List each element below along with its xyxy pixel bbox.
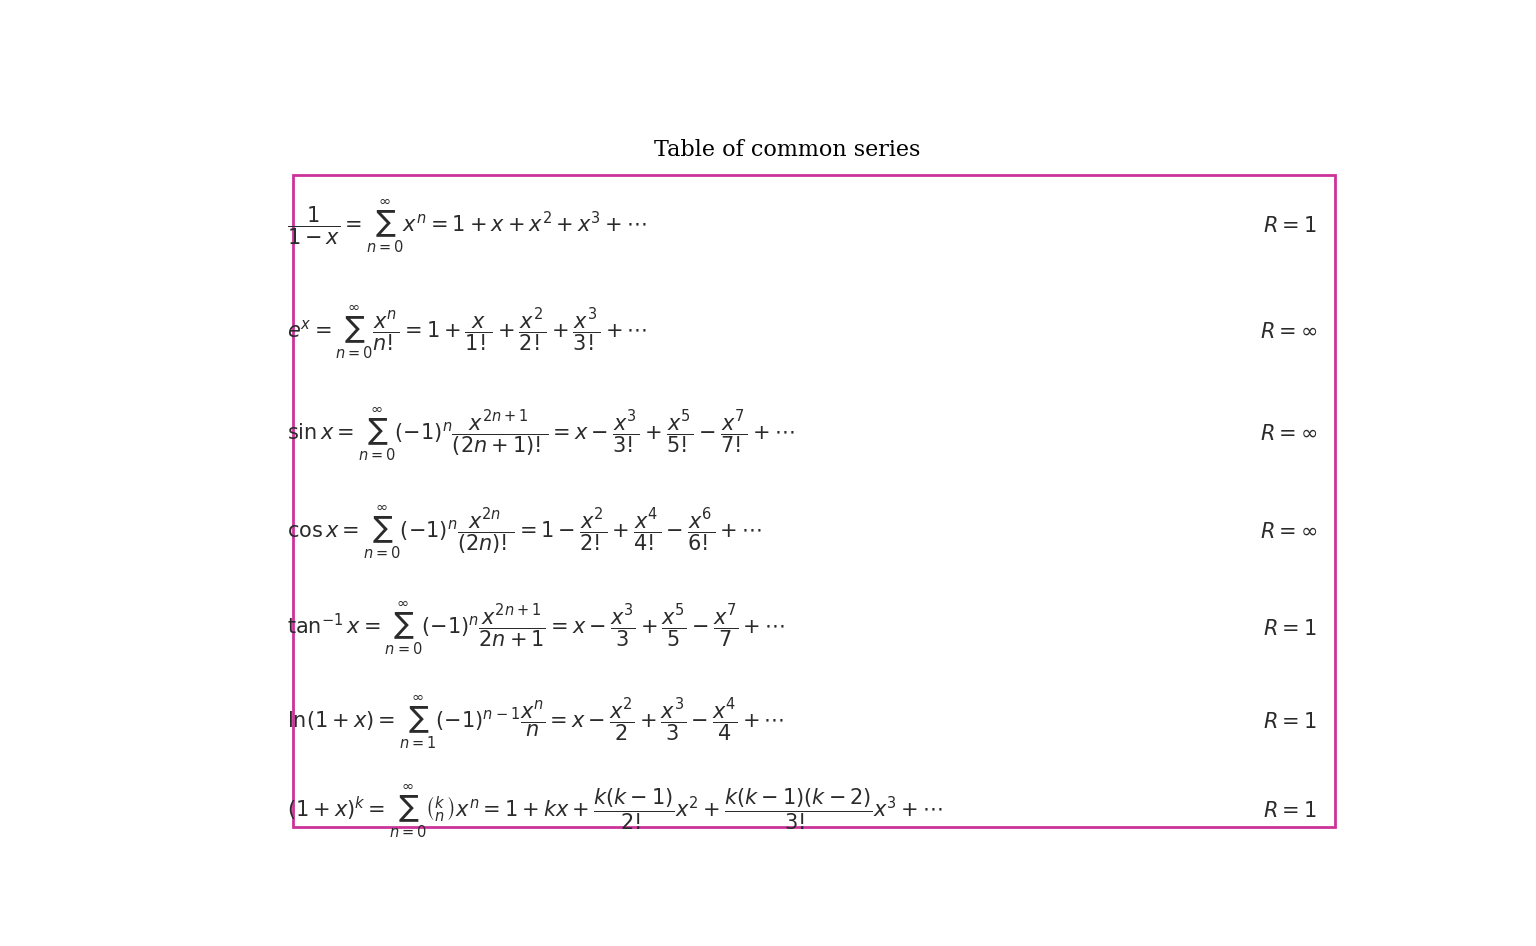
Text: $R = 1$: $R = 1$ xyxy=(1264,801,1316,821)
Text: $\tan^{-1}x = \sum_{n=0}^{\infty} (-1)^n \dfrac{x^{2n+1}}{2n+1} = x - \dfrac{x^3: $\tan^{-1}x = \sum_{n=0}^{\infty} (-1)^n… xyxy=(287,600,785,657)
Text: $\dfrac{1}{1-x} = \sum_{n=0}^{\infty} x^n = 1 + x + x^2 + x^3 + \cdots$: $\dfrac{1}{1-x} = \sum_{n=0}^{\infty} x^… xyxy=(287,198,647,255)
Text: $\sin x = \sum_{n=0}^{\infty} (-1)^n \dfrac{x^{2n+1}}{(2n+1)!} = x - \dfrac{x^3}: $\sin x = \sum_{n=0}^{\infty} (-1)^n \df… xyxy=(287,405,794,463)
Text: $R = 1$: $R = 1$ xyxy=(1264,711,1316,732)
Bar xyxy=(293,175,1335,828)
Text: $\cos x = \sum_{n=0}^{\infty} (-1)^n \dfrac{x^{2n}}{(2n)!} = 1 - \dfrac{x^2}{2!}: $\cos x = \sum_{n=0}^{\infty} (-1)^n \df… xyxy=(287,503,762,561)
Text: $R = 1$: $R = 1$ xyxy=(1264,217,1316,236)
Text: $e^x = \sum_{n=0}^{\infty} \dfrac{x^n}{n!} = 1 + \dfrac{x}{1!} + \dfrac{x^2}{2!}: $e^x = \sum_{n=0}^{\infty} \dfrac{x^n}{n… xyxy=(287,303,648,361)
Text: $\ln(1+x) = \sum_{n=1}^{\infty} (-1)^{n-1} \dfrac{x^n}{n} = x - \dfrac{x^2}{2} +: $\ln(1+x) = \sum_{n=1}^{\infty} (-1)^{n-… xyxy=(287,692,785,750)
Text: $R = 1$: $R = 1$ xyxy=(1264,619,1316,639)
Text: $R = \infty$: $R = \infty$ xyxy=(1260,322,1316,342)
Text: $R = \infty$: $R = \infty$ xyxy=(1260,424,1316,444)
Text: $(1+x)^k = \sum_{n=0}^{\infty} \binom{k}{n} x^n = 1 + kx + \dfrac{k(k-1)}{2!}x^2: $(1+x)^k = \sum_{n=0}^{\infty} \binom{k}… xyxy=(287,782,943,840)
Text: Table of common series: Table of common series xyxy=(654,139,920,161)
Text: $R = \infty$: $R = \infty$ xyxy=(1260,522,1316,542)
